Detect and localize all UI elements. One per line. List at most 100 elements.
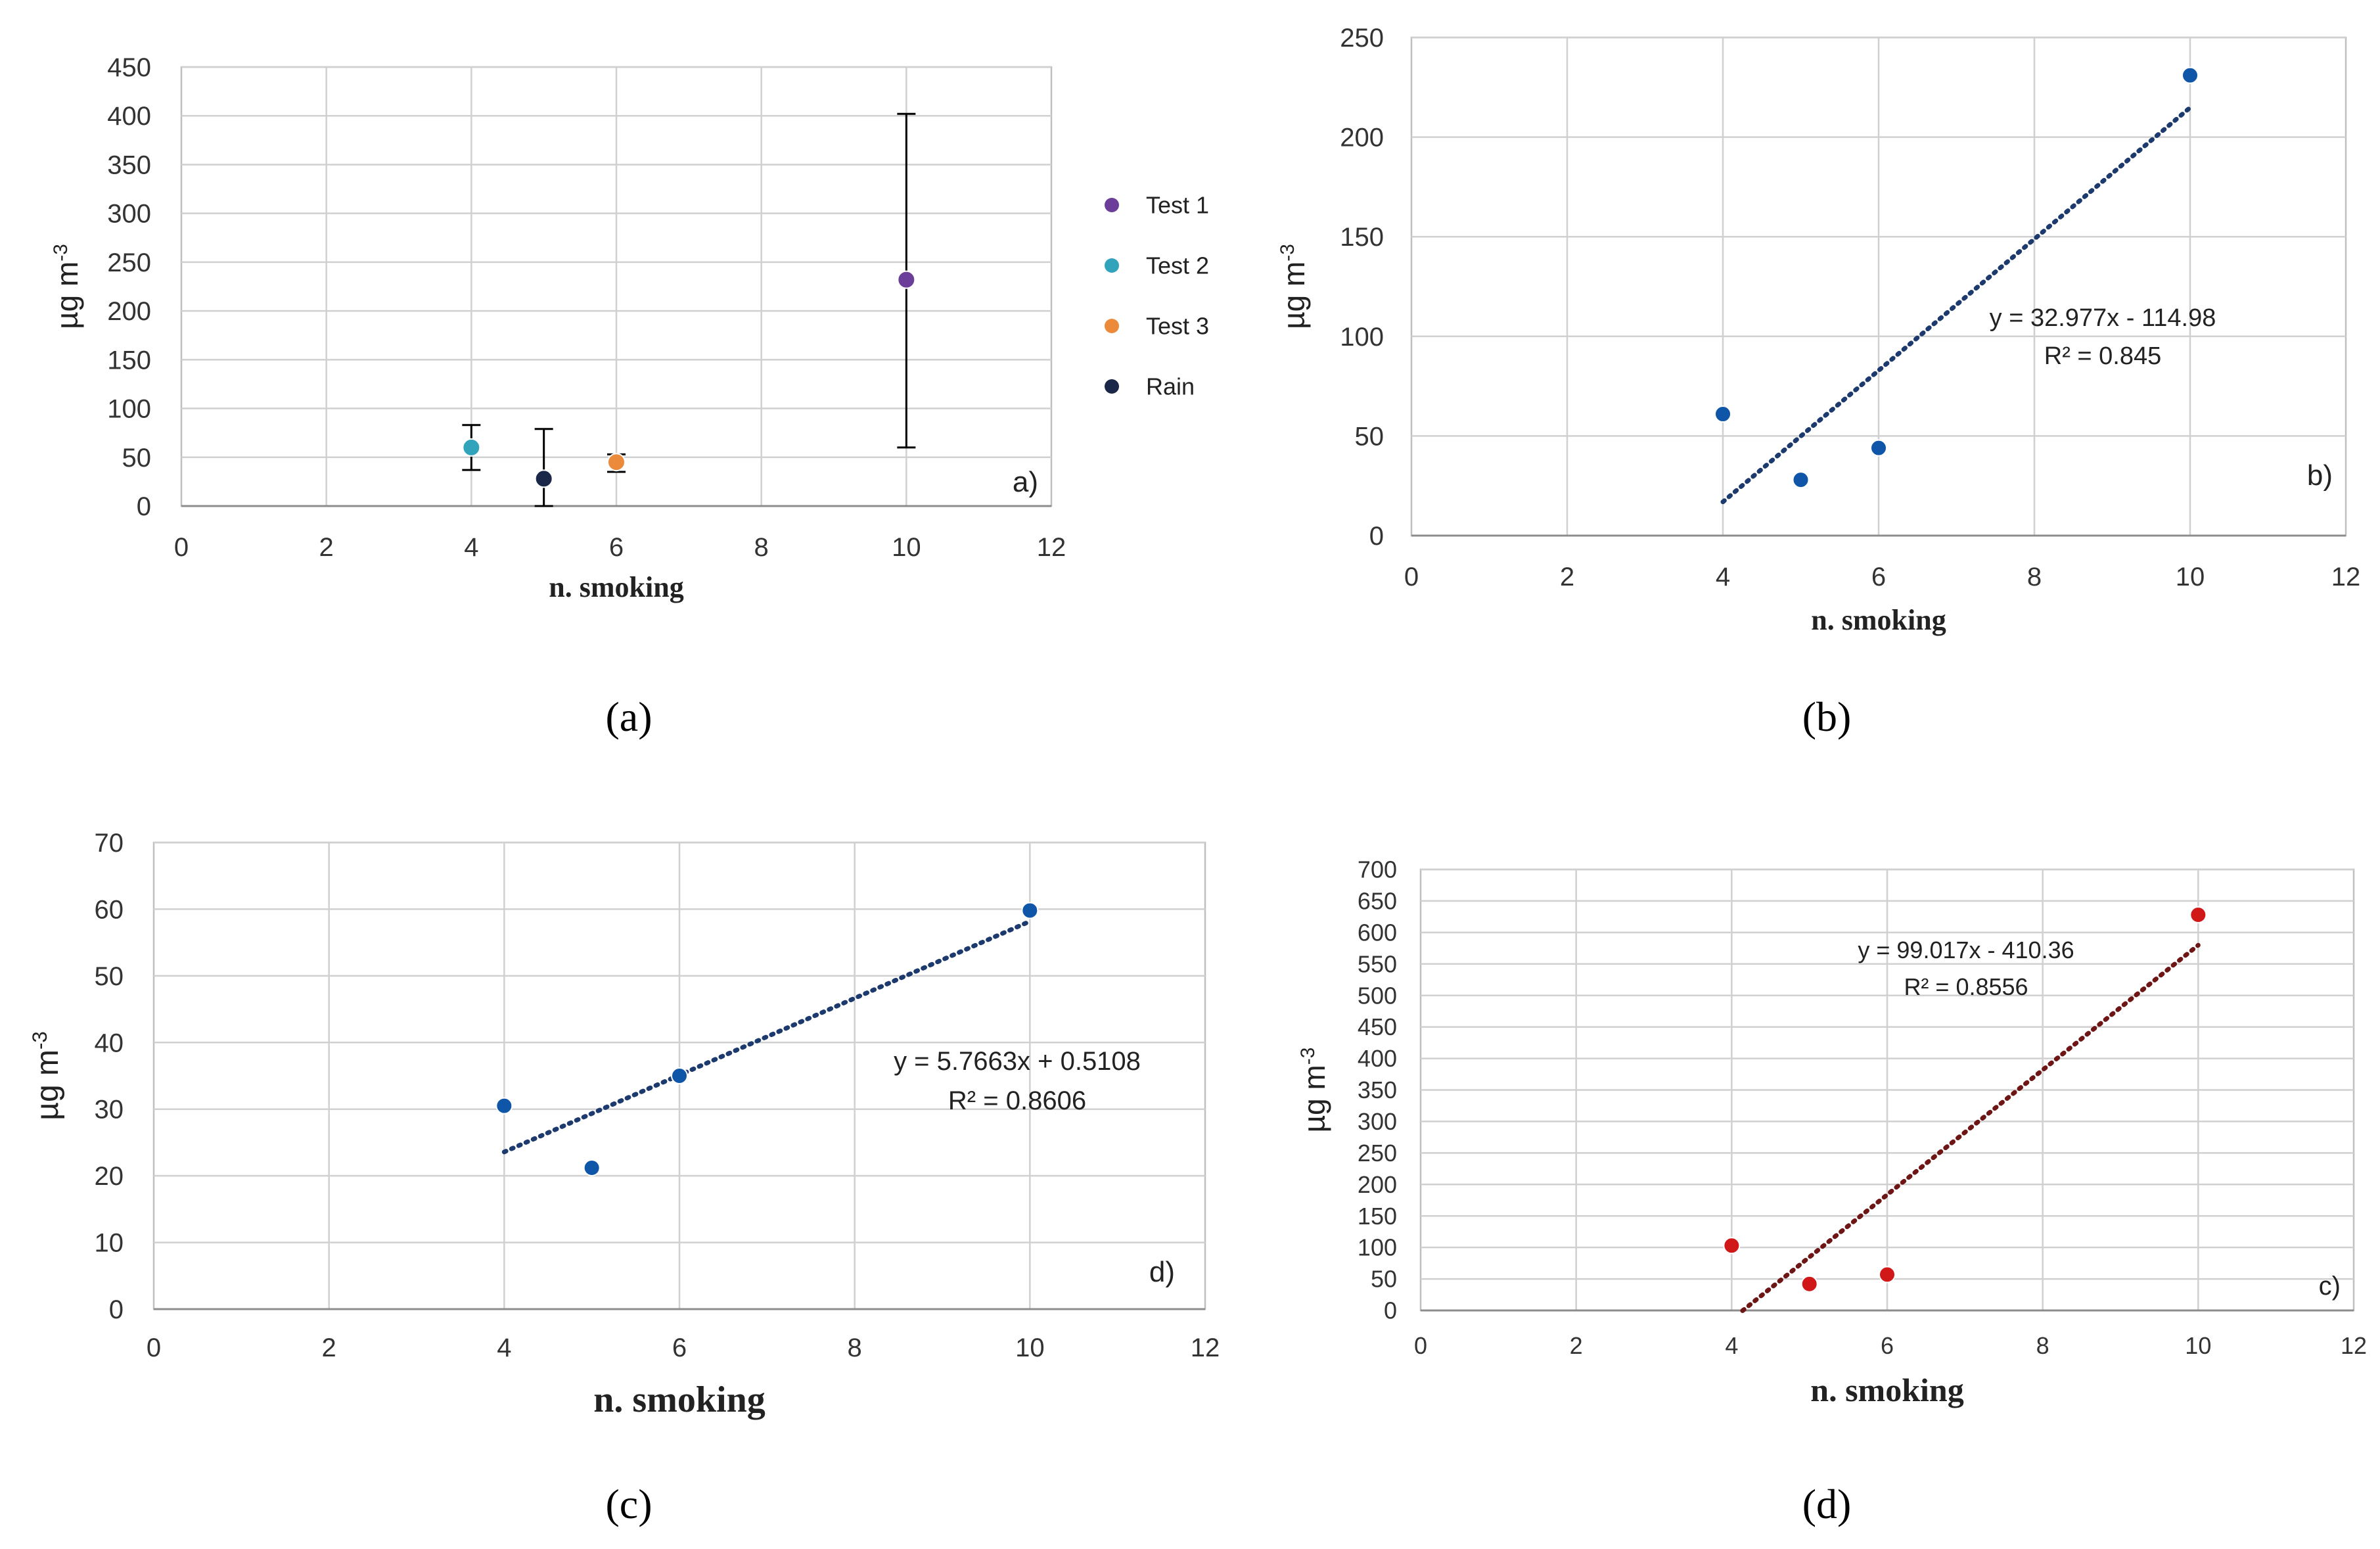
panel-label: d) xyxy=(1149,1256,1175,1288)
x-tick-label: 10 xyxy=(892,533,921,562)
data-point xyxy=(2182,66,2199,84)
y-axis-title: µg m-3 xyxy=(1277,244,1312,329)
data-point xyxy=(534,469,553,488)
y-axis-title-superscript: -3 xyxy=(1277,244,1298,262)
legend-marker xyxy=(1105,319,1119,333)
x-tick-label: 2 xyxy=(1560,563,1574,591)
legend-marker xyxy=(1105,258,1119,273)
x-tick-label: 2 xyxy=(322,1333,336,1362)
y-tick-label: 450 xyxy=(1358,1013,1397,1040)
y-tick-label: 20 xyxy=(95,1162,124,1191)
legend-label: Test 2 xyxy=(1146,252,1209,279)
y-tick-label: 200 xyxy=(1340,124,1384,152)
chart-panel-4: 0501001502002503003504004505005506006507… xyxy=(1297,856,2368,1527)
y-tick-label: 50 xyxy=(122,444,152,473)
x-tick-label: 8 xyxy=(754,533,769,562)
legend-label: Test 3 xyxy=(1146,313,1209,340)
x-tick-label: 0 xyxy=(174,533,189,562)
y-tick-label: 250 xyxy=(107,248,151,277)
x-tick-label: 12 xyxy=(1191,1333,1220,1362)
y-tick-label: 150 xyxy=(1358,1203,1397,1230)
y-tick-label: 700 xyxy=(1358,856,1397,883)
x-tick-label: 8 xyxy=(2036,1332,2049,1359)
panel-label: a) xyxy=(1013,466,1038,498)
figure-caption: (c) xyxy=(605,1481,652,1527)
y-axis-title-superscript: -3 xyxy=(50,244,72,262)
y-tick-label: 50 xyxy=(1371,1266,1397,1293)
x-tick-label: 12 xyxy=(2341,1332,2367,1359)
x-tick-label: 8 xyxy=(848,1333,862,1362)
x-tick-label: 6 xyxy=(1881,1332,1894,1359)
x-tick-label: 4 xyxy=(1716,563,1730,591)
y-tick-label: 250 xyxy=(1340,24,1384,53)
x-axis-title: n. smoking xyxy=(593,1379,765,1420)
y-tick-label: 500 xyxy=(1358,982,1397,1009)
x-tick-label: 10 xyxy=(2185,1332,2211,1359)
y-tick-label: 100 xyxy=(1358,1234,1397,1261)
y-tick-label: 10 xyxy=(95,1229,124,1258)
y-tick-label: 60 xyxy=(95,895,124,924)
y-tick-label: 30 xyxy=(95,1096,124,1124)
y-tick-label: 50 xyxy=(1355,422,1385,451)
y-tick-label: 300 xyxy=(107,200,151,229)
y-tick-label: 400 xyxy=(107,102,151,131)
trendline-equation: y = 99.017x - 410.36 xyxy=(1858,936,2074,963)
y-axis-title: µg m-3 xyxy=(28,1031,66,1120)
y-tick-label: 150 xyxy=(107,346,151,375)
x-tick-label: 8 xyxy=(2027,563,2042,591)
data-point xyxy=(1021,902,1039,919)
data-point xyxy=(2189,906,2207,924)
y-tick-label: 350 xyxy=(107,150,151,179)
x-tick-label: 12 xyxy=(2331,563,2361,591)
x-tick-label: 0 xyxy=(1414,1332,1427,1359)
legend-marker xyxy=(1105,198,1119,212)
legend-marker xyxy=(1105,379,1119,394)
x-tick-label: 12 xyxy=(1037,533,1066,562)
data-point xyxy=(1792,471,1810,489)
x-axis-title: n. smoking xyxy=(1811,604,1946,636)
x-tick-label: 4 xyxy=(1725,1332,1738,1359)
x-tick-label: 4 xyxy=(464,533,478,562)
y-tick-label: 0 xyxy=(137,492,151,521)
data-point xyxy=(1723,1237,1741,1255)
legend-label: Rain xyxy=(1146,373,1195,400)
y-tick-label: 150 xyxy=(1340,223,1384,252)
x-tick-label: 6 xyxy=(609,533,624,562)
data-point xyxy=(1714,405,1731,423)
trendline xyxy=(1720,105,2193,505)
y-tick-label: 50 xyxy=(95,962,124,991)
panel-label: c) xyxy=(2319,1272,2341,1301)
r-squared-label: R² = 0.8556 xyxy=(1904,973,2028,1000)
trendline xyxy=(501,919,1032,1155)
x-tick-label: 6 xyxy=(1871,563,1886,591)
y-tick-label: 650 xyxy=(1358,888,1397,915)
x-tick-label: 6 xyxy=(672,1333,687,1362)
x-tick-label: 0 xyxy=(147,1333,161,1362)
y-tick-label: 0 xyxy=(1384,1297,1397,1324)
data-point xyxy=(1879,1266,1896,1283)
x-tick-label: 0 xyxy=(1404,563,1419,591)
x-tick-label: 2 xyxy=(319,533,334,562)
y-tick-label: 350 xyxy=(1358,1076,1397,1103)
x-tick-label: 2 xyxy=(1570,1332,1583,1359)
chart-panel-3: 0 10 20 30 40 50 60 70 0 2 4 6 8 10 12 n. smoking µg m-3… xyxy=(28,829,1220,1527)
y-tick-label: 550 xyxy=(1358,950,1397,977)
chart-panel-2: 0 50 100 150 200 250 0 2 4 6 8 10 12 n. smoking µg m-3… xyxy=(1277,24,2361,740)
data-point xyxy=(1800,1275,1818,1293)
figure-caption: (a) xyxy=(605,693,652,740)
y-tick-label: 200 xyxy=(1358,1171,1397,1198)
trendline xyxy=(1740,942,2201,1313)
y-tick-label: 200 xyxy=(107,297,151,326)
x-axis-title: n. smoking xyxy=(1810,1372,1963,1408)
y-tick-label: 400 xyxy=(1358,1045,1397,1072)
y-axis-title-superscript: -3 xyxy=(28,1031,51,1050)
y-axis-title-superscript: -3 xyxy=(1297,1048,1319,1065)
x-tick-label: 10 xyxy=(2176,563,2205,591)
y-tick-label: 0 xyxy=(1369,522,1384,551)
y-tick-label: 600 xyxy=(1358,919,1397,946)
trendline-equation: y = 5.7663x + 0.5108 xyxy=(894,1047,1141,1076)
y-axis-title: µg m-3 xyxy=(50,244,85,329)
y-tick-label: 0 xyxy=(109,1295,124,1324)
y-tick-label: 70 xyxy=(95,829,124,858)
